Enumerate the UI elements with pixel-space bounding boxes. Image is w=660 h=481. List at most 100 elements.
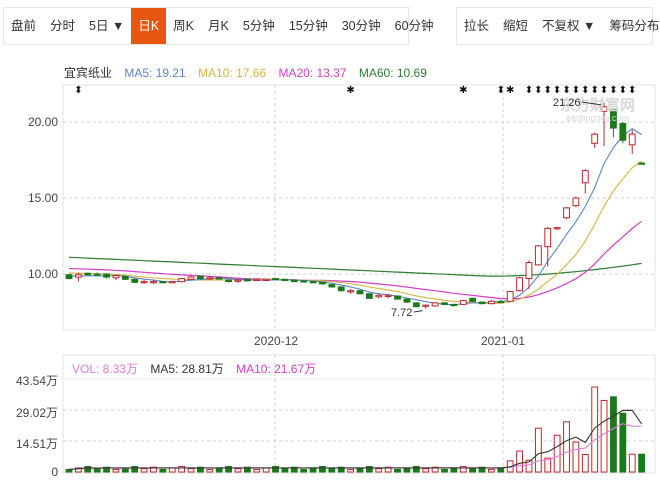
candle-down bbox=[103, 273, 110, 278]
event-marker-icon[interactable]: ⬍ bbox=[628, 85, 636, 96]
event-marker-icon[interactable]: ⬍ bbox=[534, 85, 542, 96]
tab-30min[interactable]: 30分钟 bbox=[341, 19, 381, 33]
candle-down bbox=[197, 275, 204, 280]
high-arrow bbox=[581, 101, 602, 106]
event-marker-icon[interactable]: ⬍ bbox=[609, 85, 617, 96]
candle-up bbox=[234, 279, 242, 282]
vol-ma10-value: MA10: 21.67万 bbox=[236, 362, 317, 376]
volume-bar-up bbox=[431, 466, 439, 473]
volume-bar-up bbox=[422, 468, 430, 473]
volume-bar-up bbox=[262, 467, 270, 473]
candle-down bbox=[497, 300, 505, 304]
tab-daily-k[interactable]: 日K bbox=[131, 8, 167, 44]
volume-bar-down bbox=[215, 467, 223, 473]
tab-weekly-k[interactable]: 周K bbox=[173, 19, 195, 33]
candle-down bbox=[403, 298, 411, 303]
shrink-button[interactable]: 缩短 bbox=[503, 19, 529, 33]
vol-value: VOL: 8.33万 bbox=[72, 362, 139, 376]
candle-down bbox=[121, 275, 129, 280]
candle-down bbox=[281, 278, 289, 282]
event-marker-icon[interactable]: ⬍ bbox=[581, 85, 589, 96]
event-marker-icon[interactable]: ⬍ bbox=[74, 85, 82, 96]
candle-up bbox=[600, 106, 608, 112]
volume-bar-down bbox=[272, 465, 279, 473]
volume-y-tick: 14.51万 bbox=[15, 437, 58, 451]
tab-15min[interactable]: 15分钟 bbox=[288, 19, 328, 33]
volume-bar-down bbox=[450, 467, 458, 473]
tab-5day-dropdown[interactable]: 5日 ▼ bbox=[89, 19, 125, 33]
candle-down bbox=[365, 293, 373, 299]
candle-up bbox=[563, 207, 570, 219]
tab-5min[interactable]: 5分钟 bbox=[242, 19, 275, 33]
event-marker-icon[interactable]: ⬍ bbox=[544, 85, 552, 96]
event-marker-icon[interactable]: ✱ bbox=[506, 85, 514, 96]
candle-up bbox=[187, 276, 195, 280]
volume-bar-up bbox=[178, 465, 186, 473]
volume-bar-up bbox=[384, 466, 392, 473]
event-marker-icon[interactable]: ⬍ bbox=[590, 85, 598, 96]
volume-bar-up bbox=[563, 421, 570, 473]
adjustment-dropdown[interactable]: 不复权 ▼ bbox=[542, 19, 596, 33]
volume-bar-up bbox=[581, 453, 589, 473]
period-toolbar: 盘前 分时 5日 ▼ 日K 周K 月K 5分钟 15分钟 30分钟 60分钟 bbox=[3, 7, 434, 45]
candle-down bbox=[225, 279, 232, 283]
candle-down bbox=[131, 278, 139, 283]
candle-down bbox=[309, 281, 317, 284]
volume-bar-down bbox=[469, 468, 477, 473]
tab-60min[interactable]: 60分钟 bbox=[394, 19, 434, 33]
volume-ma5-line bbox=[68, 409, 643, 470]
tab-intraday[interactable]: 分时 bbox=[50, 19, 76, 33]
chip-distribution-button[interactable]: 筹码分布 bbox=[609, 19, 660, 33]
volume-bar-down bbox=[638, 453, 646, 473]
volume-bar-up bbox=[459, 465, 467, 473]
candle-down bbox=[337, 286, 345, 292]
price-legend: 宜宾纸业 MA5: 19.21 MA10: 17.66 MA20: 13.37 … bbox=[64, 64, 436, 81]
volume-bar-down bbox=[84, 465, 92, 473]
event-marker-icon[interactable]: ⬍ bbox=[572, 85, 580, 96]
candle-up bbox=[168, 281, 176, 284]
ma10-value: MA10: 17.66 bbox=[198, 66, 267, 80]
candle-up bbox=[150, 281, 157, 284]
volume-bar-down bbox=[93, 468, 101, 473]
candle-down bbox=[159, 281, 167, 284]
candle-up bbox=[488, 300, 495, 305]
tab-premarket[interactable]: 盘前 bbox=[11, 19, 37, 33]
volume-bar-down bbox=[290, 466, 298, 473]
low-arrow bbox=[413, 310, 423, 313]
event-marker-icon[interactable]: ⬍ bbox=[562, 85, 570, 96]
tab-monthly-k[interactable]: 月K bbox=[208, 19, 229, 33]
volume-bar-up bbox=[600, 399, 608, 473]
candle-up bbox=[375, 294, 383, 298]
volume-bar-up bbox=[150, 466, 157, 473]
candle-down bbox=[469, 297, 477, 302]
event-marker-icon[interactable]: ⬍ bbox=[497, 85, 505, 96]
volume-bar-down bbox=[225, 465, 232, 473]
vol-ma5-value: MA5: 28.81万 bbox=[150, 362, 224, 376]
event-marker-icon[interactable]: ⬍ bbox=[525, 85, 533, 96]
event-marker-icon[interactable]: ⬍ bbox=[619, 85, 627, 96]
candle-down bbox=[638, 162, 646, 165]
volume-bar-down bbox=[131, 465, 139, 473]
volume-bar-up bbox=[544, 457, 552, 473]
volume-bar-up bbox=[168, 467, 176, 473]
candle-up bbox=[553, 227, 561, 230]
candle-up bbox=[262, 278, 270, 282]
volume-bar-up bbox=[591, 386, 599, 473]
stretch-button[interactable]: 拉长 bbox=[464, 19, 490, 33]
candle-up bbox=[178, 278, 186, 283]
volume-bar-up bbox=[140, 468, 148, 473]
candle-up bbox=[140, 281, 148, 284]
candle-down bbox=[394, 295, 401, 300]
volume-bar-up bbox=[253, 468, 261, 473]
volume-bar-up bbox=[516, 450, 523, 473]
stock-name: 宜宾纸业 bbox=[64, 66, 113, 80]
event-marker-icon[interactable]: ✱ bbox=[459, 85, 467, 96]
volume-bar-down bbox=[197, 466, 204, 473]
event-marker-icon[interactable]: ⬍ bbox=[553, 85, 561, 96]
candle-up bbox=[628, 133, 636, 146]
volume-bar-up bbox=[525, 459, 533, 473]
volume-bar-up bbox=[74, 467, 82, 473]
event-marker-icon[interactable]: ✱ bbox=[346, 85, 354, 96]
event-marker-icon[interactable]: ⬍ bbox=[600, 85, 608, 96]
